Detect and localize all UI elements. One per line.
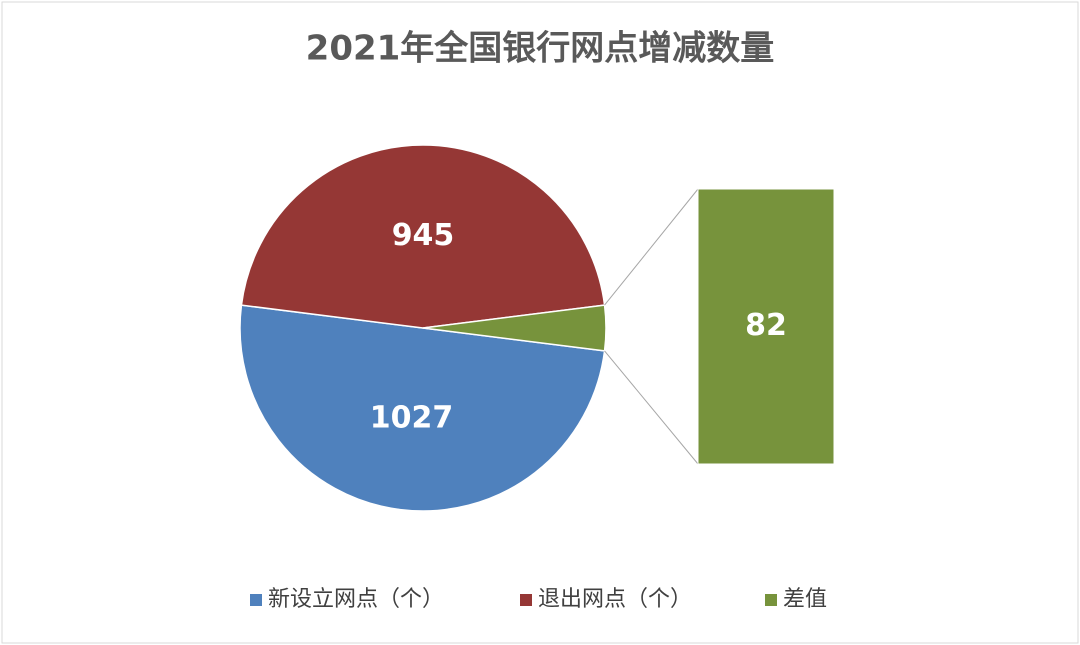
legend-label: 新设立网点（个） bbox=[268, 587, 444, 612]
legend-swatch bbox=[765, 594, 777, 606]
connector-line bbox=[604, 350, 699, 465]
legend-swatch bbox=[520, 594, 532, 606]
breakout-bar bbox=[697, 188, 835, 465]
pie-slice bbox=[240, 144, 606, 329]
legend-label: 退出网点（个） bbox=[538, 587, 692, 612]
pie-slice bbox=[422, 304, 607, 352]
data-label: 945 bbox=[392, 218, 455, 253]
pie-slice bbox=[239, 304, 606, 512]
legend-label: 差值 bbox=[783, 587, 827, 612]
data-label: 82 bbox=[745, 308, 787, 343]
connector-line bbox=[604, 188, 699, 306]
data-label: 1027 bbox=[370, 400, 454, 435]
chart-title: 2021年全国银行网点增减数量 bbox=[306, 29, 775, 69]
legend-swatch bbox=[250, 594, 262, 606]
